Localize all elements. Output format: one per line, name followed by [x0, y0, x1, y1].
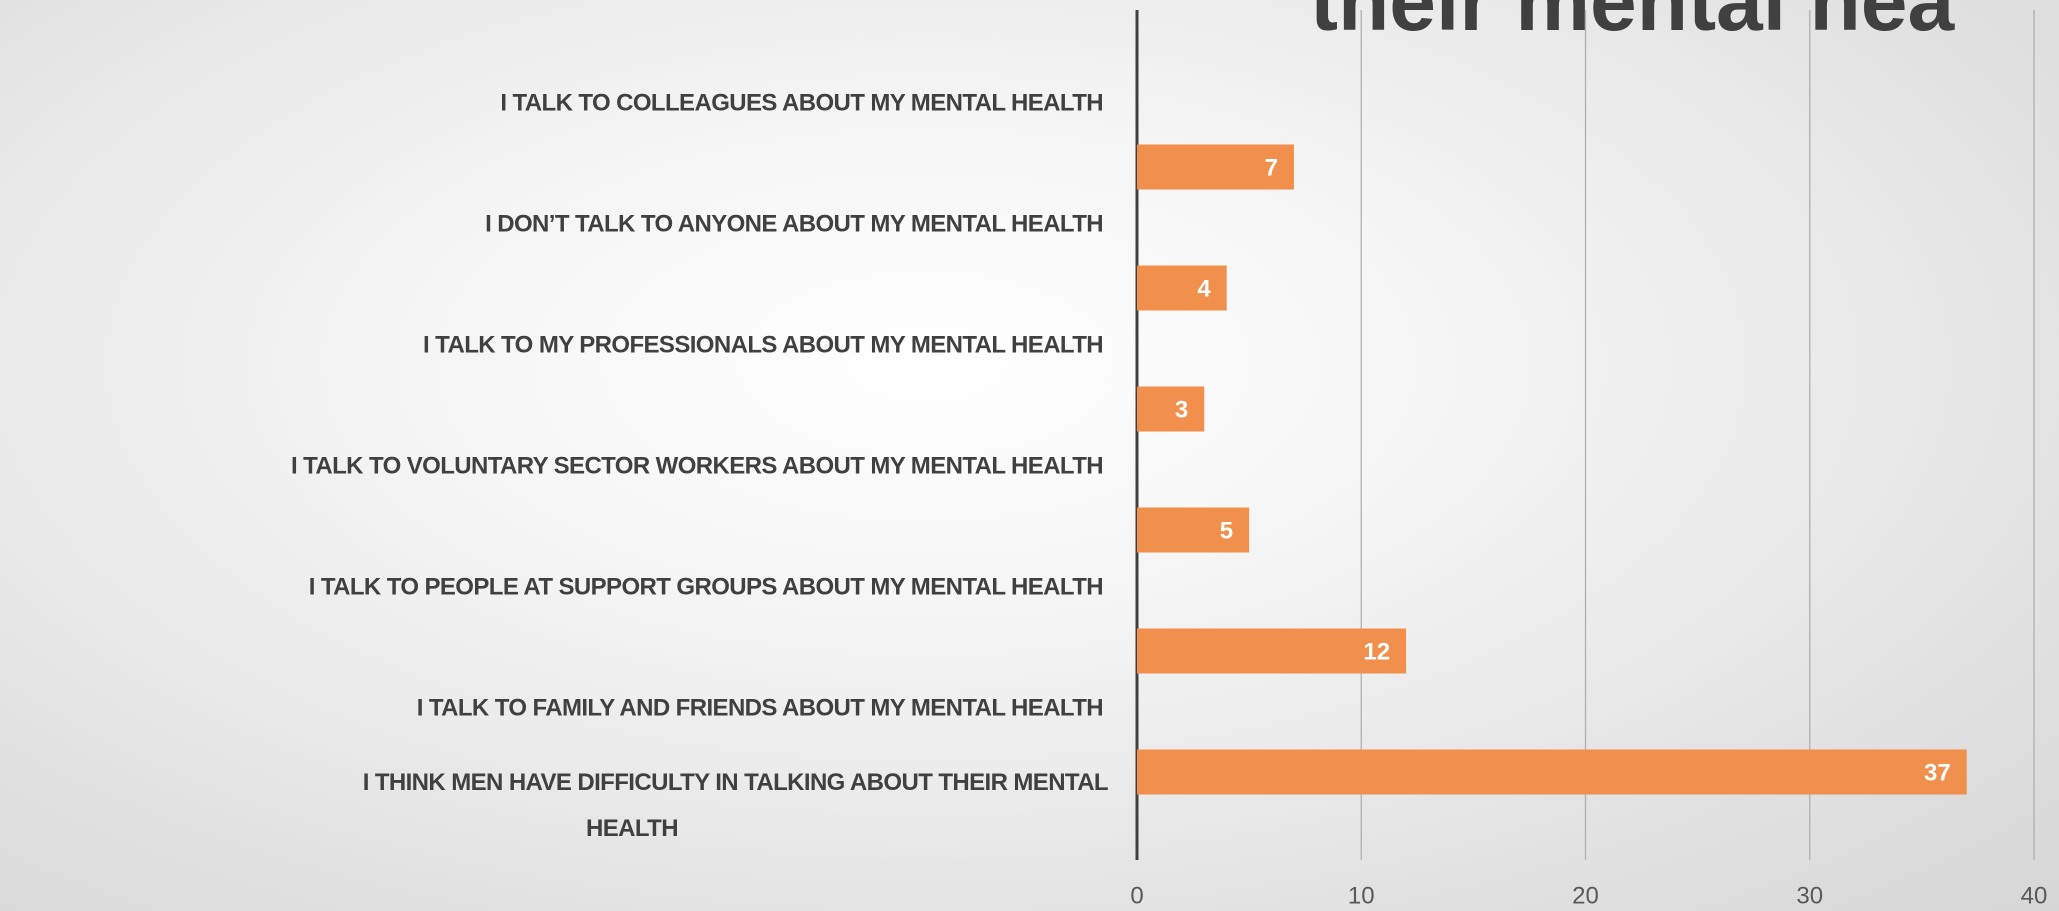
x-tick-label: 30 — [1796, 882, 1823, 909]
x-tick-label: 40 — [2021, 882, 2048, 909]
value-label: 7 — [1265, 154, 1278, 181]
value-label: 4 — [1197, 275, 1211, 302]
x-tick-label: 10 — [1348, 882, 1375, 909]
x-tick-label: 20 — [1572, 882, 1599, 909]
bar — [1137, 144, 1294, 190]
bar — [1137, 628, 1407, 674]
bar — [1137, 749, 1967, 795]
y-tick-label: I THINK MEN HAVE DIFFICULTY IN TALKING A… — [363, 769, 1108, 842]
value-label: 12 — [1363, 638, 1390, 665]
bar — [1137, 507, 1250, 553]
x-tick-label: 0 — [1130, 882, 1143, 909]
y-tick-label: I TALK TO MY PROFESSIONALS ABOUT MY MENT… — [423, 331, 1103, 358]
bar — [1137, 265, 1227, 311]
value-label: 37 — [1924, 759, 1951, 786]
y-tick-label: I DON’T TALK TO ANYONE ABOUT MY MENTAL H… — [485, 210, 1103, 237]
chart-title: their mental hea — [1310, 0, 1955, 48]
y-tick-label: I TALK TO PEOPLE AT SUPPORT GROUPS ABOUT… — [309, 573, 1103, 600]
value-label: 5 — [1220, 517, 1233, 544]
y-tick-label: I TALK TO VOLUNTARY SECTOR WORKERS ABOUT… — [291, 452, 1103, 479]
y-tick-label: I TALK TO COLLEAGUES ABOUT MY MENTAL HEA… — [500, 89, 1103, 116]
y-tick-label: I TALK TO FAMILY AND FRIENDS ABOUT MY ME… — [417, 694, 1103, 721]
bar — [1137, 386, 1205, 432]
value-label: 3 — [1175, 396, 1188, 423]
